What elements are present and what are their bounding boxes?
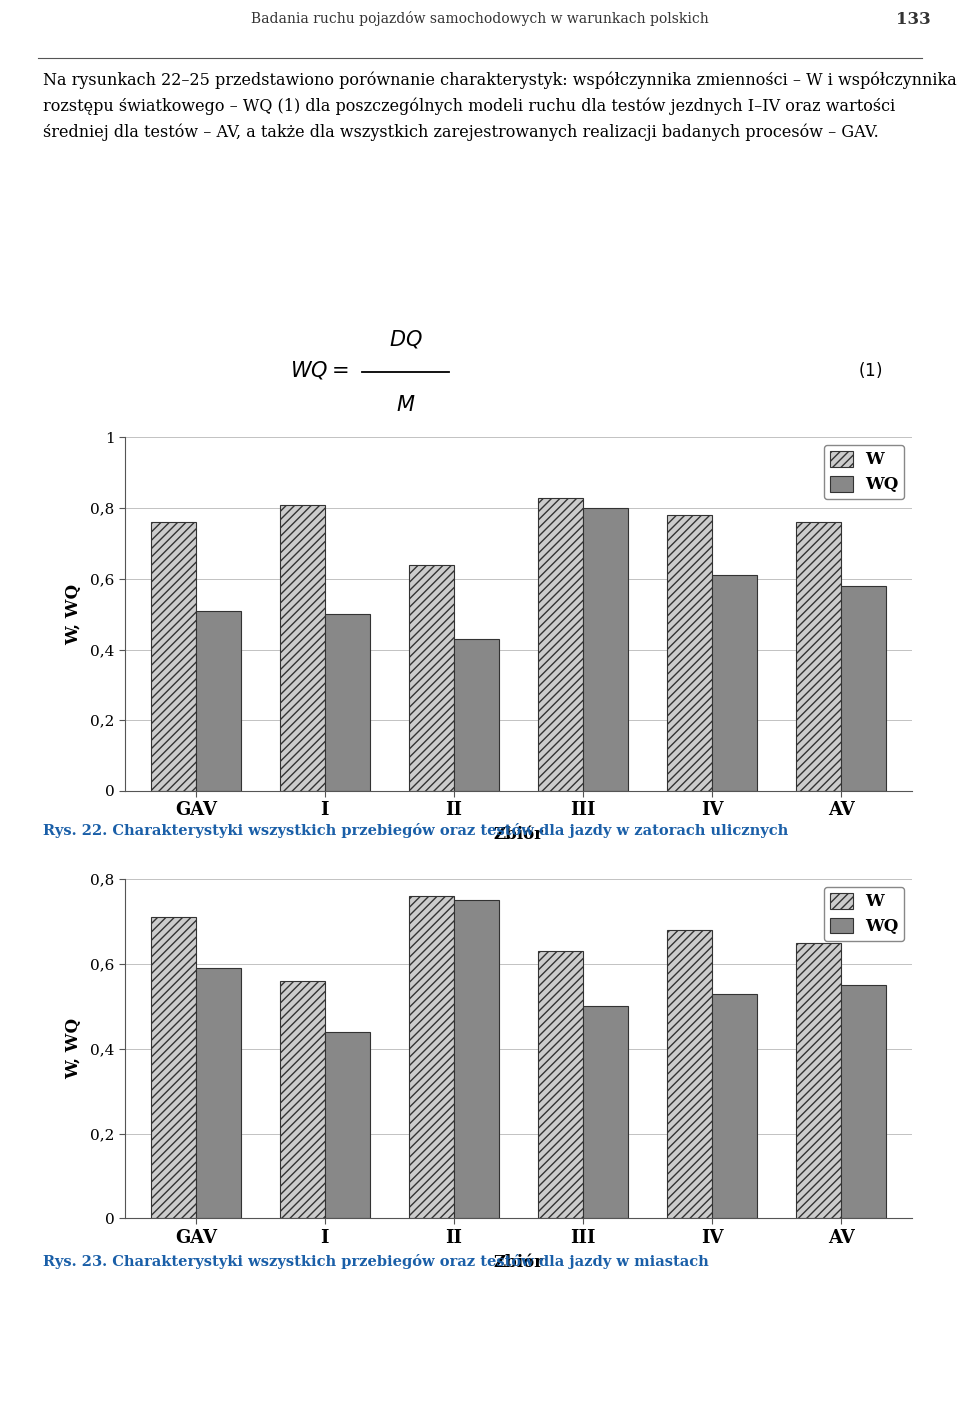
Bar [151, 523, 196, 791]
Legend: W, WQ: W, WQ [824, 445, 904, 499]
Text: Rys. 23. Charakterystyki wszystkich przebiegów oraz testów dla jazdy w miastach: Rys. 23. Charakterystyki wszystkich prze… [43, 1254, 708, 1268]
Bar [196, 611, 241, 791]
Bar [583, 1006, 628, 1218]
Bar [279, 504, 324, 791]
Bar [279, 980, 324, 1218]
X-axis label: Zbiór: Zbiór [493, 1254, 543, 1271]
Bar [454, 901, 499, 1218]
Bar [667, 516, 712, 791]
Bar [841, 985, 886, 1218]
Text: Na rysunkach 22–25 przedstawiono porównanie charakterystyk: współczynnika zmienn: Na rysunkach 22–25 przedstawiono porówna… [43, 71, 957, 141]
Bar [841, 586, 886, 791]
Bar [324, 1032, 370, 1218]
Bar [151, 918, 196, 1218]
Y-axis label: W, WQ: W, WQ [64, 1019, 82, 1079]
Text: $(1)$: $(1)$ [857, 359, 882, 379]
X-axis label: Zbiór: Zbiór [493, 826, 543, 844]
Text: Rys. 22. Charakterystyki wszystkich przebiegów oraz testów dla jazdy w zatorach : Rys. 22. Charakterystyki wszystkich prze… [43, 824, 788, 838]
Bar [538, 497, 583, 791]
Bar [712, 993, 757, 1218]
Bar [712, 576, 757, 791]
Legend: W, WQ: W, WQ [824, 886, 904, 941]
Text: $\mathit{WQ}=$: $\mathit{WQ}=$ [291, 359, 349, 380]
Bar [796, 943, 841, 1218]
Bar [796, 523, 841, 791]
Bar [409, 564, 454, 791]
Bar [538, 952, 583, 1218]
Text: $\mathit{M}$: $\mathit{M}$ [396, 395, 416, 415]
Bar [583, 509, 628, 791]
Text: 133: 133 [897, 11, 931, 28]
Y-axis label: W, WQ: W, WQ [64, 584, 82, 644]
Text: $\mathit{DQ}$: $\mathit{DQ}$ [389, 328, 422, 349]
Bar [454, 638, 499, 791]
Bar [196, 968, 241, 1218]
Bar [667, 931, 712, 1218]
Text: Badania ruchu pojazdów samochodowych w warunkach polskich: Badania ruchu pojazdów samochodowych w w… [252, 11, 708, 26]
Bar [409, 896, 454, 1218]
Bar [324, 614, 370, 791]
